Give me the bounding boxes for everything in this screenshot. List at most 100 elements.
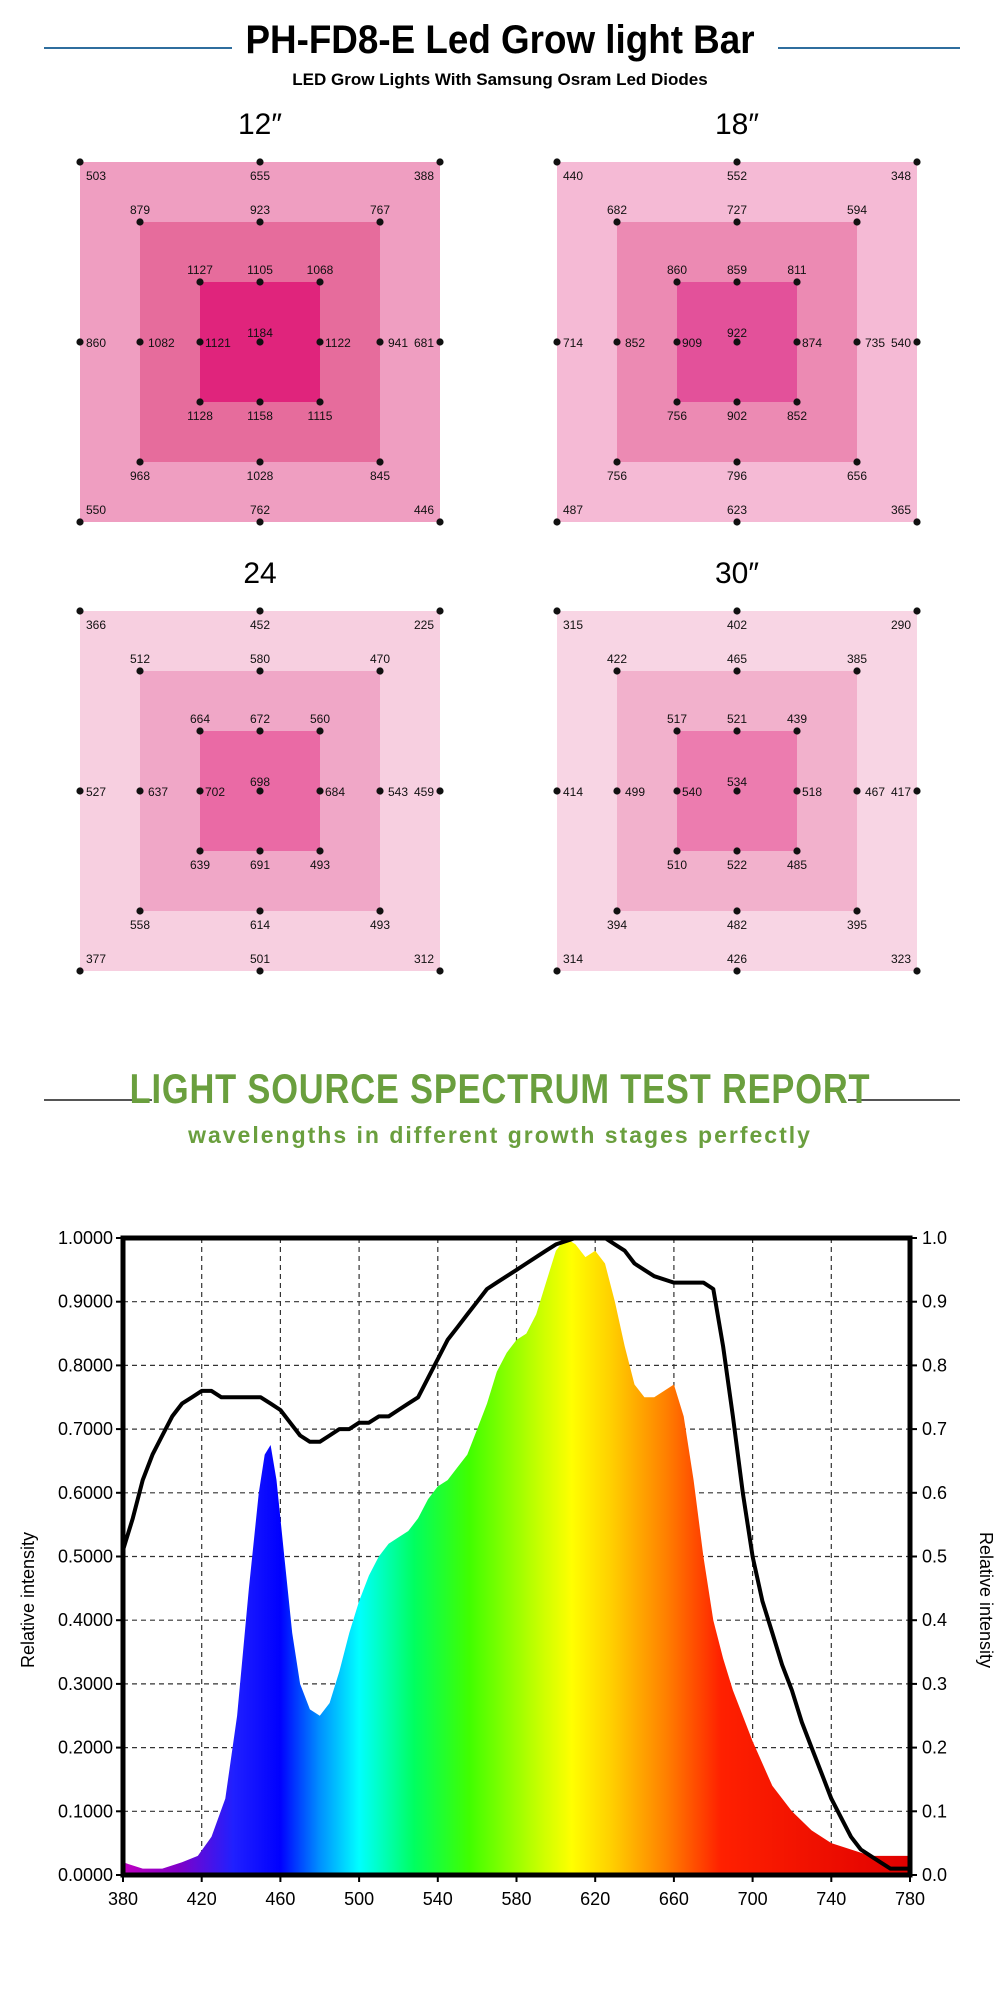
ppfd-value: 1068 [307,263,334,277]
y-tick-label-right: 0.8 [922,1355,947,1375]
panel-label-18: 18″ [715,108,759,141]
measure-point [316,787,324,795]
measure-point [436,158,444,166]
ppfd-value: 639 [190,858,210,872]
measure-point [733,667,741,675]
measure-point [196,847,204,855]
ppfd-value: 459 [414,785,434,799]
ppfd-value: 796 [727,469,747,483]
measure-point [436,338,444,346]
measure-point [733,158,741,166]
ppfd-value: 503 [86,169,106,183]
ppfd-value: 366 [86,618,106,632]
measure-point [793,398,801,406]
ppfd-value: 1158 [247,409,273,423]
measure-point [793,338,801,346]
ppfd-value: 521 [727,712,747,726]
ppfd-value: 552 [727,169,747,183]
panel-label-24: 24 [243,557,277,590]
y-tick-label-left: 0.1000 [58,1801,113,1821]
y-tick-label-right: 0.5 [922,1547,947,1567]
x-tick-label: 620 [580,1889,610,1909]
measure-point [76,607,84,615]
ppfd-value: 315 [563,618,583,632]
ppfd-value: 388 [414,169,434,183]
measure-point [316,338,324,346]
measure-point [913,787,921,795]
ppfd-value: 811 [787,263,806,277]
measure-point [733,278,741,286]
measure-point [436,518,444,526]
measure-point [673,727,681,735]
y-tick-label-left: 0.0000 [58,1865,113,1885]
y-tick-label-left: 0.4000 [58,1610,113,1630]
measure-point [613,338,621,346]
measure-point-center [256,787,264,795]
ppfd-value: 470 [370,652,390,666]
ppfd-value: 852 [787,409,807,423]
ppfd-value: 417 [891,785,911,799]
measure-point [673,847,681,855]
measure-point [136,667,144,675]
ppfd-value: 1127 [187,263,213,277]
measure-point [436,967,444,975]
ppfd-value: 312 [414,952,434,966]
ppfd-value: 482 [727,918,747,932]
measure-point [733,967,741,975]
ppfd-value: 727 [727,203,747,217]
measure-point [256,907,264,915]
x-tick-label: 660 [659,1889,689,1909]
measure-point [733,218,741,226]
measure-point [853,338,861,346]
measure-point [913,338,921,346]
measure-point [913,607,921,615]
ppfd-value: 402 [727,618,747,632]
x-tick-label: 700 [738,1889,768,1909]
measure-point [196,787,204,795]
measure-point [196,338,204,346]
y-tick-label-left: 0.8000 [58,1355,113,1375]
measure-point [256,667,264,675]
measure-point [553,787,561,795]
measure-point [733,907,741,915]
x-tick-label: 420 [187,1889,217,1909]
ppfd-value: 560 [310,712,330,726]
measure-point [853,458,861,466]
measure-point [256,518,264,526]
measure-point [613,667,621,675]
spectrum-line-right [848,1099,960,1101]
ppfd-value: 550 [86,503,106,517]
measure-point [673,278,681,286]
measure-point [136,218,144,226]
measure-point [673,787,681,795]
page-title: PH-FD8-E Led Grow light Bar [245,18,755,62]
measure-point [316,398,324,406]
ppfd-value: 1115 [308,409,333,423]
ppfd-value: 656 [847,469,867,483]
measure-point [673,398,681,406]
measure-point [436,607,444,615]
ppfd-value: 485 [787,858,807,872]
ppfd-value: 522 [727,858,747,872]
ppfd-value: 225 [414,618,434,632]
spectrum-title: LIGHT SOURCE SPECTRUM TEST REPORT [129,1065,871,1112]
measure-point [793,278,801,286]
y-axis-title-right: Relative intensity [976,1532,996,1668]
y-tick-label-right: 0.6 [922,1483,947,1503]
measure-point [376,458,384,466]
ppfd-value: 323 [891,952,911,966]
measure-point [376,667,384,675]
measure-point [376,787,384,795]
tick-label-layer: 380 420 460 500 540 580 620 660 700 740 780 0.0000 0… [58,1228,947,1909]
measure-point [256,458,264,466]
ppfd-value: 422 [607,652,627,666]
x-tick-label: 580 [501,1889,531,1909]
measure-point [853,667,861,675]
ppfd-value: 314 [563,952,583,966]
y-axis-title-left: Relative intensity [18,1532,38,1668]
ppfd-value: 594 [847,203,867,217]
ppfd-value: 365 [891,503,911,517]
measure-point [256,398,264,406]
y-tick-label-right: 0.4 [922,1610,947,1630]
ppfd-value: 467 [865,785,885,799]
